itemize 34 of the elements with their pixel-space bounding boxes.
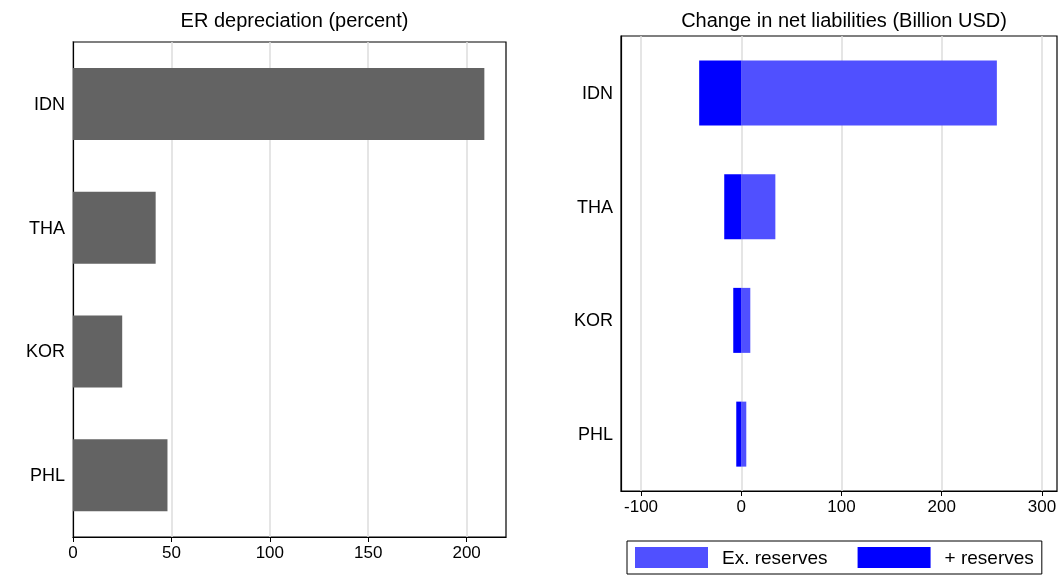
bar [736, 401, 742, 467]
bar [741, 174, 776, 240]
y-tick-label: KOR [573, 310, 613, 331]
bar [73, 67, 485, 140]
x-tick-label: 100 [827, 497, 856, 516]
x-tick-label: -100 [624, 497, 659, 516]
bar [73, 315, 123, 388]
x-tick-label: 100 [255, 543, 285, 562]
bar [741, 60, 997, 126]
bar [699, 60, 742, 126]
x-tick-label: 300 [1027, 497, 1057, 516]
x-tick-label: 0 [736, 497, 747, 516]
x-tick-label: 200 [927, 497, 956, 516]
y-tick-label: KOR [25, 341, 65, 362]
bar [73, 191, 156, 264]
x-tick-label: 200 [452, 543, 481, 562]
bar [724, 174, 742, 240]
y-tick-label: IDN [582, 82, 613, 103]
y-tick-label: PHL [29, 465, 65, 486]
chart-title: ER depreciation (percent) [180, 9, 409, 31]
y-tick-label: THA [577, 196, 613, 217]
chart-title: Change in net liabilities (Billion USD) [681, 9, 1007, 31]
y-tick-label: PHL [577, 424, 613, 445]
x-tick-label: 150 [354, 543, 383, 562]
bar [741, 401, 747, 467]
x-tick-label: 0 [68, 543, 78, 562]
y-tick-label: THA [29, 217, 65, 238]
bar [741, 287, 751, 353]
bar [73, 439, 168, 512]
bar [733, 287, 742, 353]
legend-label: Ex. reserves [722, 547, 828, 568]
x-tick-label: 50 [161, 543, 181, 562]
legend-label: + reserves [944, 547, 1034, 568]
y-tick-label: IDN [34, 93, 65, 114]
